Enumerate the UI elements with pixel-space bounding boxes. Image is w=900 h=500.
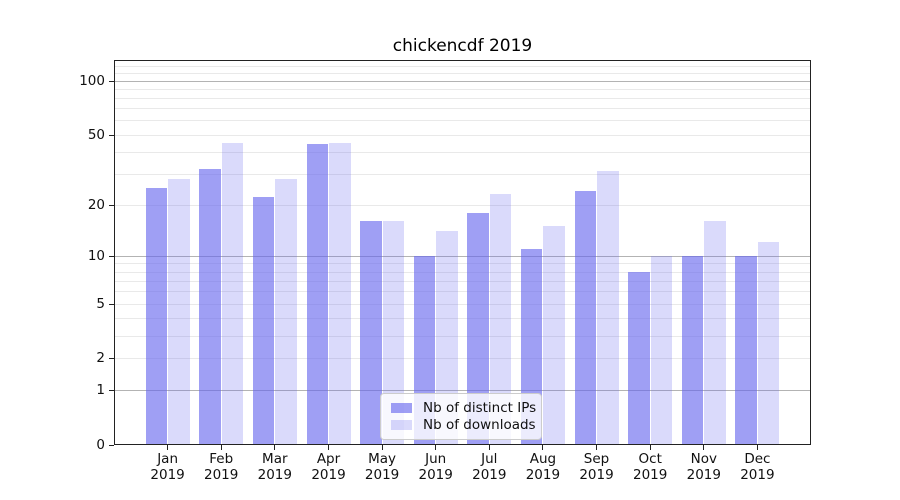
gridline-minor	[114, 66, 811, 68]
y-tick-mark	[109, 445, 114, 446]
gridline-minor	[114, 88, 811, 90]
bar-downloads-feb	[221, 142, 244, 445]
x-tick-mark	[274, 445, 276, 450]
bar-downloads-apr	[329, 142, 351, 445]
y-tick-mark	[109, 204, 114, 206]
bar-downloads-dec	[757, 242, 780, 445]
bar-downloads-mar	[275, 179, 297, 445]
y-tick-mark	[109, 80, 114, 82]
x-tick-label-jul: Jul 2019	[472, 451, 507, 483]
gridline-minor	[114, 263, 811, 265]
y-tick-label: 100	[79, 72, 105, 89]
gridline-minor	[114, 335, 811, 337]
y-tick-mark	[109, 390, 114, 392]
y-tick-mark	[109, 134, 114, 136]
y-tick-label: 5	[96, 295, 105, 312]
y-tick-label: 2	[96, 350, 105, 367]
bar-distinct-ips-jan	[145, 187, 168, 445]
gridline-minor	[114, 291, 811, 293]
gridline-major	[114, 80, 811, 82]
legend-item-distinct-ips: Nb of distinct IPs	[391, 400, 536, 416]
x-tick-label-aug: Aug 2019	[525, 451, 561, 483]
bar-downloads-nov	[704, 221, 726, 445]
gridline-major	[114, 390, 811, 392]
y-tick-label: 0	[96, 437, 105, 453]
bar-distinct-ips-nov	[681, 255, 704, 445]
bar-downloads-jul	[489, 194, 512, 445]
x-tick-mark	[488, 445, 490, 450]
bar-downloads-jan	[168, 179, 190, 445]
x-tick-mark	[596, 445, 597, 450]
plot-frame	[114, 60, 811, 445]
x-tick-label-apr: Apr 2019	[311, 451, 346, 483]
x-tick-label-mar: Mar 2019	[257, 451, 292, 483]
gridline-minor	[114, 120, 811, 122]
bar-distinct-ips-may	[360, 221, 382, 445]
legend-item-downloads: Nb of downloads	[391, 417, 536, 433]
x-tick-mark	[220, 445, 222, 450]
gridline-minor	[114, 98, 811, 99]
y-tick-mark	[109, 358, 114, 360]
x-tick-label-dec: Dec 2019	[740, 451, 775, 483]
gridline-minor	[114, 173, 811, 175]
x-tick-label-nov: Nov 2019	[686, 451, 721, 483]
gridline-minor	[114, 134, 811, 136]
gridline-minor	[114, 303, 811, 305]
legend-label-distinct-ips: Nb of distinct IPs	[423, 400, 537, 416]
chart-title: chickencdf 2019	[392, 36, 533, 56]
x-tick-label-jun: Jun 2019	[418, 451, 453, 483]
y-tick-label: 20	[87, 196, 105, 213]
x-tick-mark	[435, 445, 437, 450]
x-tick-label-jan: Jan 2019	[150, 451, 185, 483]
bar-distinct-ips-jul	[467, 212, 489, 445]
bar-downloads-may	[382, 221, 405, 445]
bar-downloads-jun	[436, 231, 458, 445]
bar-distinct-ips-oct	[628, 271, 650, 445]
legend: Nb of distinct IPs Nb of downloads	[380, 393, 542, 440]
x-tick-mark	[167, 445, 169, 450]
y-tick-label: 10	[87, 247, 105, 264]
x-tick-label-may: May 2019	[364, 451, 400, 483]
bar-distinct-ips-dec	[735, 255, 757, 445]
gridline-minor	[114, 358, 811, 360]
x-tick-mark	[649, 445, 651, 450]
bar-distinct-ips-mar	[252, 197, 275, 445]
gridline-minor	[114, 108, 811, 110]
gridline-minor	[114, 151, 811, 153]
gridline-minor	[114, 280, 811, 282]
y-tick-mark	[109, 255, 114, 257]
x-tick-label-feb: Feb 2019	[204, 451, 239, 483]
legend-swatch-downloads	[391, 420, 412, 430]
legend-label-downloads: Nb of downloads	[423, 417, 536, 433]
bar-downloads-aug	[543, 226, 565, 445]
x-tick-mark	[756, 445, 758, 450]
x-tick-label-sep: Sep 2019	[579, 451, 614, 483]
legend-swatch-distinct-ips	[391, 403, 412, 413]
x-tick-mark	[542, 445, 544, 450]
x-tick-mark	[703, 445, 705, 450]
gridline-minor	[114, 73, 811, 75]
gridline-major	[114, 255, 811, 257]
bar-distinct-ips-feb	[199, 168, 221, 445]
gridline-minor	[114, 204, 811, 206]
x-tick-mark	[381, 445, 383, 450]
y-tick-label: 1	[96, 382, 105, 399]
y-tick-mark	[109, 303, 114, 305]
bar-distinct-ips-sep	[574, 190, 596, 445]
y-tick-label: 50	[87, 126, 105, 143]
bar-distinct-ips-apr	[306, 144, 328, 445]
x-tick-mark	[328, 445, 329, 450]
gridline-minor	[114, 317, 811, 319]
gridline-minor	[114, 271, 811, 273]
bar-downloads-sep	[597, 171, 619, 445]
bar-downloads-oct	[650, 255, 673, 445]
x-tick-label-oct: Oct 2019	[633, 451, 668, 483]
